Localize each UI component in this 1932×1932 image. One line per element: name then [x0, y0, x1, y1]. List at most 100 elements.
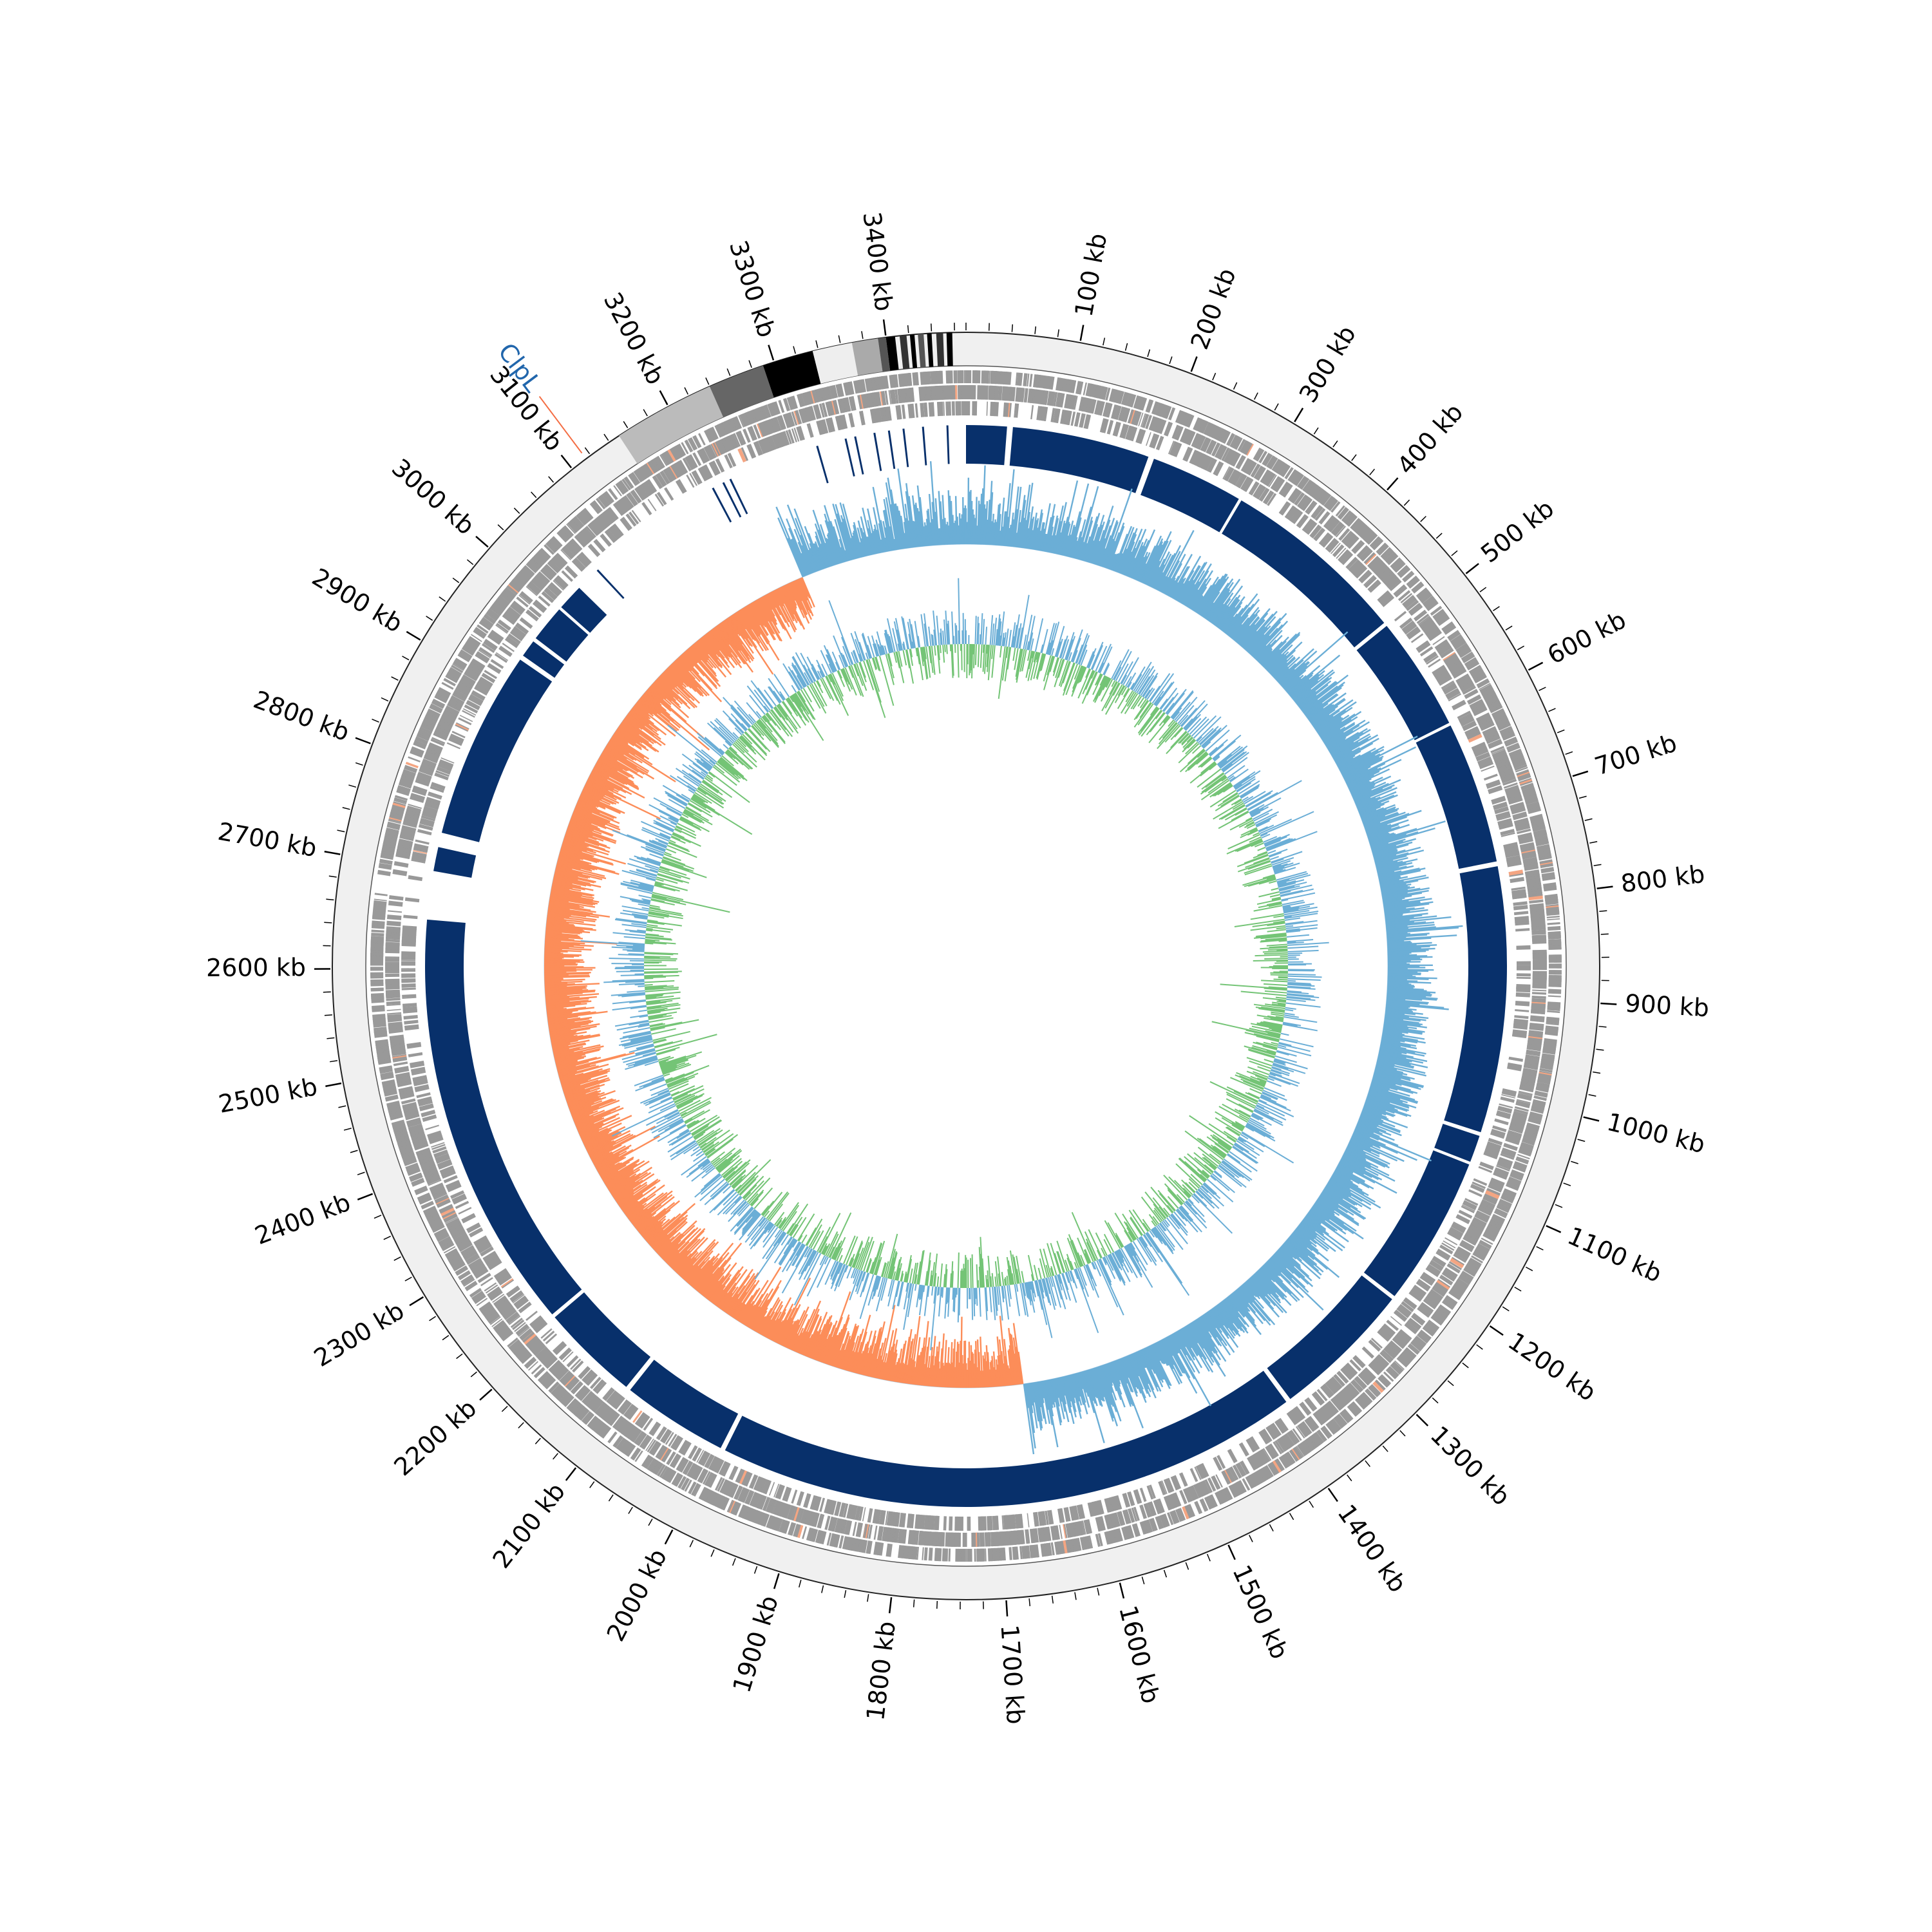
gene-tick	[1331, 1399, 1341, 1411]
gene-tick	[1103, 386, 1108, 401]
gene-tick	[1299, 1401, 1312, 1416]
gene-tick	[1347, 1405, 1358, 1417]
gene-tick	[1267, 474, 1276, 487]
gene-tick	[585, 1372, 596, 1385]
gene-tick	[524, 1356, 537, 1369]
gene-tick	[1352, 520, 1363, 532]
alignment-block	[1444, 866, 1507, 1133]
gene-tick	[614, 1436, 624, 1448]
gene-tick	[1265, 1426, 1277, 1440]
gene-tick	[705, 1454, 713, 1468]
gene-tick	[491, 1318, 503, 1327]
gene-tick	[1303, 480, 1312, 492]
gene-tick	[1104, 1499, 1110, 1513]
gene-tick	[1509, 750, 1522, 757]
gene-tick	[1037, 1511, 1042, 1526]
gene-tick	[386, 829, 399, 834]
gene-tick	[1487, 700, 1500, 708]
gene-tick	[1548, 934, 1561, 938]
gene-tick	[389, 1112, 403, 1119]
gene-tick	[1407, 628, 1421, 640]
gene-tick	[873, 1525, 878, 1540]
gene-tick	[1488, 1182, 1503, 1191]
gene-tick	[1267, 1445, 1276, 1459]
gene-tick	[411, 859, 426, 864]
gene-tick	[592, 1379, 605, 1393]
gene-tick	[1369, 536, 1380, 547]
gene-tick	[1430, 605, 1442, 616]
gene-tick	[1421, 594, 1433, 604]
gene-tick	[1184, 413, 1192, 427]
gene-tick	[1049, 376, 1055, 390]
gene-tick	[1089, 383, 1094, 397]
gene-tick	[544, 1378, 555, 1388]
gene-tick	[1492, 749, 1507, 760]
gene-tick	[436, 766, 451, 775]
gene-tick	[1475, 752, 1491, 762]
contig-block	[812, 343, 858, 384]
gene-tick	[1518, 1092, 1533, 1097]
gene-tick	[1453, 668, 1467, 679]
gc-bar	[967, 477, 970, 545]
gene-tick	[566, 1398, 578, 1411]
gene-tick	[1244, 478, 1253, 492]
gene-tick	[670, 1454, 679, 1467]
gene-tick	[1293, 473, 1304, 486]
gene-tick	[1507, 1063, 1522, 1070]
gene-tick	[762, 1479, 771, 1494]
gene-tick	[696, 1450, 705, 1463]
gene-tick	[402, 823, 417, 828]
gene-tick	[1515, 1003, 1530, 1007]
gene-tick	[374, 1033, 388, 1038]
gene-tick	[1336, 1393, 1348, 1405]
gene-tick	[401, 960, 416, 961]
gene-tick	[1524, 864, 1539, 871]
gene-tick	[1385, 1368, 1397, 1379]
gene-tick	[453, 1233, 467, 1241]
gene-tick	[501, 1331, 513, 1341]
gene-tick	[886, 1543, 891, 1557]
gene-tick	[1280, 502, 1291, 515]
gene-tick	[1425, 1296, 1439, 1306]
gene-tick	[595, 1381, 606, 1394]
gene-tick	[1327, 1380, 1338, 1393]
gene-tick	[923, 1531, 927, 1546]
gene-tick	[1532, 984, 1547, 989]
gene-tick	[1382, 549, 1394, 560]
gene-tick	[1340, 1368, 1352, 1381]
gene-tick	[1237, 439, 1246, 451]
gene-tick	[1383, 1347, 1397, 1359]
gene-tick	[1390, 1364, 1401, 1374]
gene-tick	[1045, 407, 1048, 422]
gene-tick	[1422, 1325, 1435, 1337]
gene-tick	[1323, 515, 1336, 529]
gene-tick	[1513, 907, 1528, 910]
gene-tick	[963, 401, 969, 416]
gene-tick	[953, 370, 958, 384]
gene-tick	[1235, 1463, 1245, 1477]
gene-tick	[1159, 1515, 1166, 1528]
gene-tick	[1448, 1227, 1463, 1238]
gene-tick	[370, 979, 384, 981]
gene-tick	[525, 1335, 539, 1348]
gene-tick	[1405, 1321, 1419, 1333]
gene-tick	[506, 1312, 518, 1323]
gene-tick	[1006, 1531, 1009, 1546]
gene-tick	[464, 1280, 478, 1291]
gene-tick	[1158, 1515, 1164, 1529]
alignment-fragment	[596, 569, 625, 600]
gene-tick	[1442, 682, 1455, 692]
alignment-fragment	[922, 426, 927, 466]
gene-tick	[1319, 1408, 1329, 1421]
gene-tick	[843, 1536, 850, 1550]
gene-tick	[1105, 387, 1111, 401]
gene-tick	[1392, 1337, 1405, 1349]
gene-tick	[1458, 1274, 1472, 1285]
gene-tick	[1082, 397, 1090, 413]
gene-tick	[655, 1444, 667, 1459]
gene-tick	[1517, 1153, 1530, 1160]
gene-tick	[1095, 1533, 1101, 1547]
gene-tick	[412, 1071, 426, 1075]
gene-tick	[392, 1121, 406, 1128]
gene-tick	[370, 936, 384, 941]
